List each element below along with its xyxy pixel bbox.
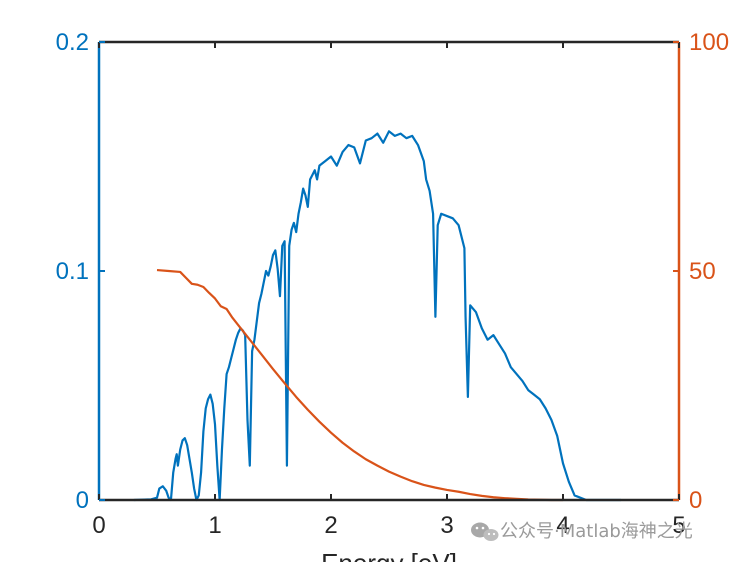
left-y-tick-label: 0 — [76, 487, 89, 514]
wechat-icon — [471, 522, 499, 541]
left-y-tick-label: 0.1 — [56, 258, 89, 285]
x-tick-label: 0 — [92, 512, 105, 539]
x-axis-label: Energy [eV] — [321, 548, 457, 562]
x-tick-label: 5 — [672, 512, 685, 539]
x-tick-label: 4 — [556, 512, 569, 539]
watermark-text: 公众号·Matlab海神之光 — [500, 521, 693, 542]
left-y-tick-label: 0.2 — [56, 29, 89, 56]
right-axis-series-line — [156, 268, 563, 502]
left-axis-series-line — [133, 130, 621, 502]
watermark: 公众号·Matlab海神之光 — [471, 521, 693, 542]
axes — [97, 40, 681, 502]
x-tick-label: 1 — [208, 512, 221, 539]
x-tick-label: 3 — [440, 512, 453, 539]
right-y-tick-label: 100 — [689, 29, 729, 56]
plot-area — [133, 130, 621, 502]
right-y-tick-label: 50 — [689, 258, 716, 285]
right-y-tick-label: 0 — [689, 487, 702, 514]
x-tick-label: 2 — [324, 512, 337, 539]
